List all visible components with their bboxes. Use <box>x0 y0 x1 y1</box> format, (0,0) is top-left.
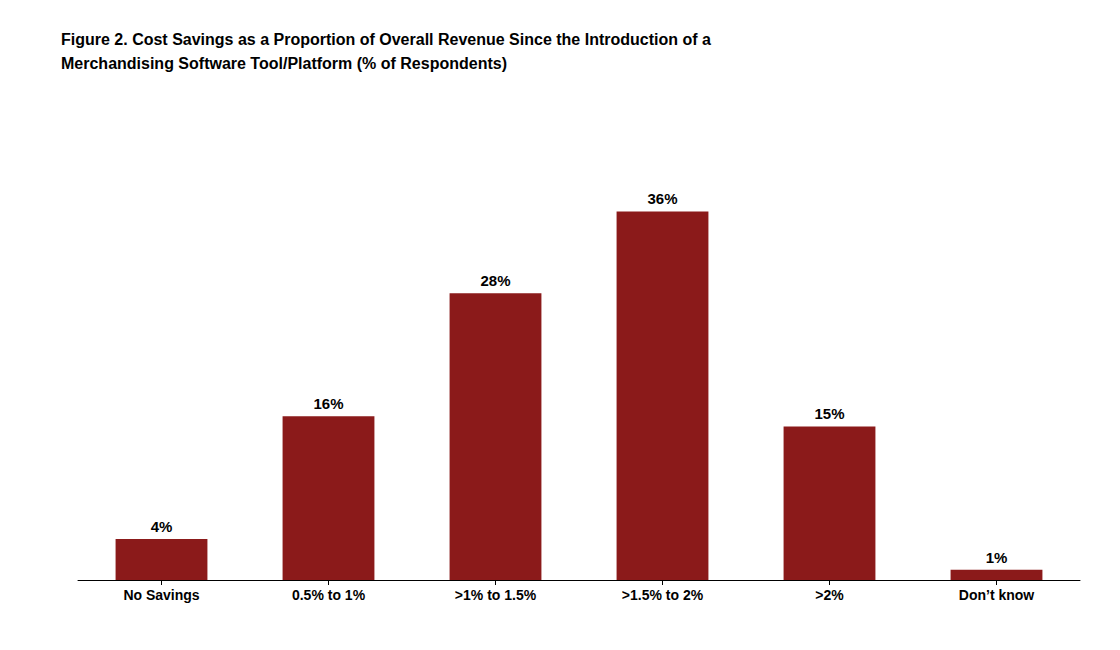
svg-text:4%: 4% <box>151 518 173 535</box>
svg-text:No Savings: No Savings <box>123 587 199 603</box>
svg-text:Merchandising Software Tool/Pl: Merchandising Software Tool/Platform (% … <box>61 55 507 72</box>
svg-text:>1% to 1.5%: >1% to 1.5% <box>455 587 537 603</box>
svg-text:>1.5% to 2%: >1.5% to 2% <box>622 587 704 603</box>
svg-text:Don’t know: Don’t know <box>959 587 1035 603</box>
svg-text:15%: 15% <box>814 405 844 422</box>
svg-text:16%: 16% <box>313 395 343 412</box>
svg-text:>2%: >2% <box>815 587 844 603</box>
svg-text:Figure 2. Cost Savings as a Pr: Figure 2. Cost Savings as a Proportion o… <box>61 31 711 48</box>
svg-text:0.5% to 1%: 0.5% to 1% <box>292 587 366 603</box>
svg-text:36%: 36% <box>647 190 677 207</box>
svg-text:28%: 28% <box>480 272 510 289</box>
svg-text:1%: 1% <box>986 549 1008 566</box>
